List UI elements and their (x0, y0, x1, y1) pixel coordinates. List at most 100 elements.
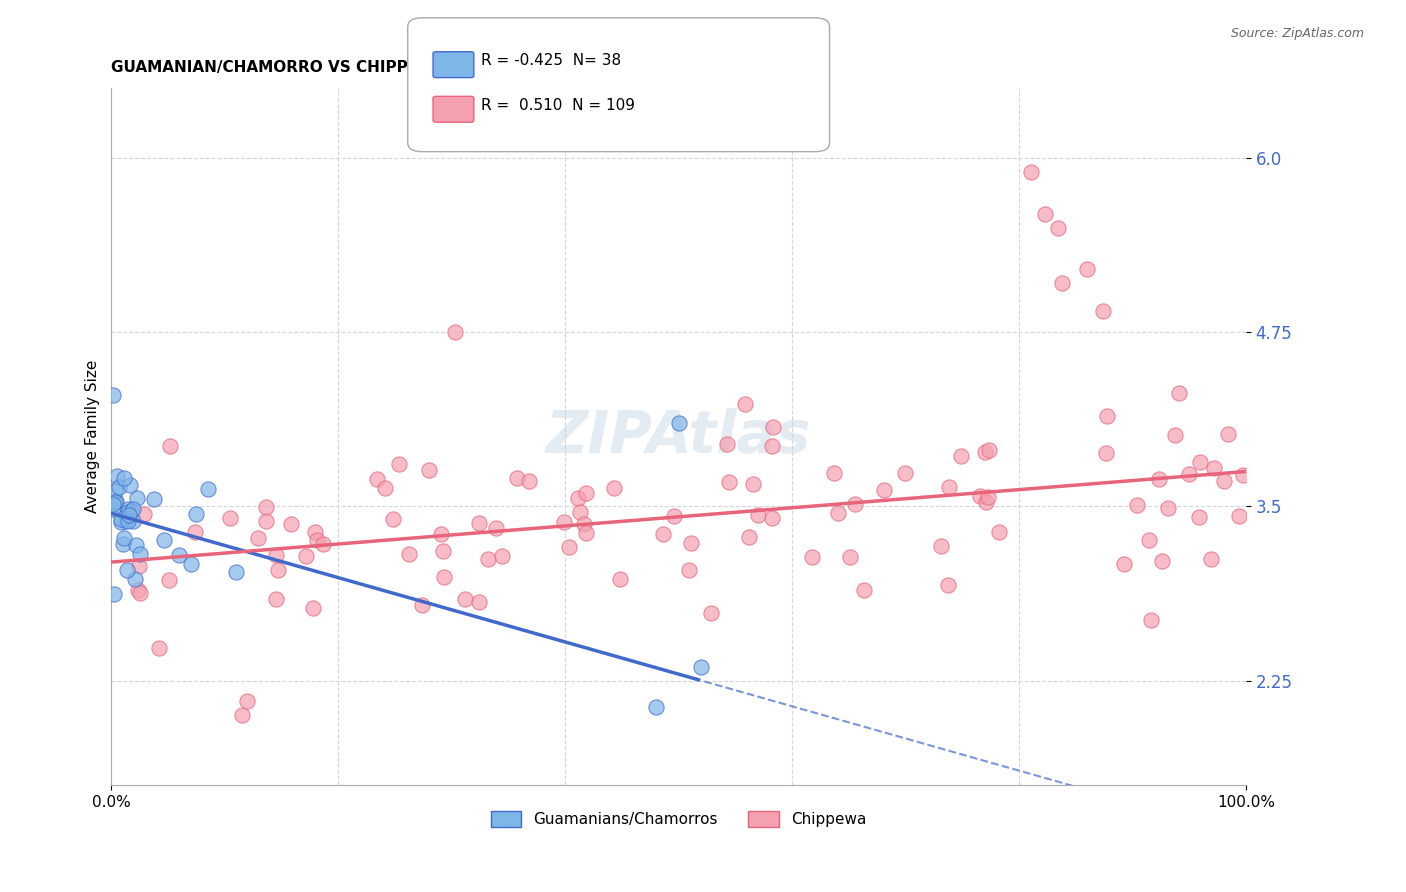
Point (127, 582, 149, 597)
Point (231, 708, 253, 723)
Point (468, 516, 491, 530)
Point (225, 565, 247, 579)
Point (1201, 552, 1223, 566)
Point (305, 533, 328, 548)
Point (312, 536, 335, 550)
Point (219, 511, 242, 525)
Point (567, 491, 589, 505)
Point (374, 481, 396, 495)
Point (388, 457, 411, 471)
Point (668, 416, 690, 430)
Point (491, 549, 513, 563)
Point (690, 660, 713, 674)
Point (264, 549, 287, 563)
Point (304, 524, 326, 539)
Point (1178, 467, 1201, 482)
Point (938, 480, 960, 494)
Point (1232, 467, 1254, 482)
Point (1163, 427, 1185, 442)
Point (101, 501, 124, 516)
Point (169, 548, 191, 562)
Point (117, 502, 139, 516)
Point (1126, 499, 1149, 513)
Point (117, 505, 139, 519)
Point (973, 444, 995, 458)
Point (294, 549, 316, 564)
Point (110, 512, 132, 526)
Point (128, 559, 150, 574)
Point (267, 563, 290, 577)
Point (186, 507, 208, 521)
Point (444, 325, 467, 339)
Point (254, 500, 277, 514)
Point (894, 466, 917, 480)
Point (280, 516, 302, 531)
Point (112, 537, 135, 551)
Point (302, 601, 325, 615)
Point (159, 439, 181, 453)
Point (411, 598, 433, 612)
Point (120, 478, 142, 492)
Point (468, 595, 491, 609)
Point (115, 563, 138, 577)
Point (122, 514, 145, 528)
Point (157, 574, 180, 588)
Point (969, 489, 991, 503)
Point (477, 552, 499, 566)
Point (553, 515, 575, 529)
Point (1092, 304, 1115, 318)
Point (609, 573, 631, 587)
Text: Source: ZipAtlas.com: Source: ZipAtlas.com (1230, 27, 1364, 40)
Point (517, 475, 540, 489)
Point (264, 591, 287, 606)
Point (1050, 277, 1073, 291)
Point (104, 493, 127, 508)
Point (827, 506, 849, 520)
Point (717, 475, 740, 489)
Point (101, 497, 124, 511)
Point (398, 547, 420, 561)
Point (1147, 472, 1170, 486)
Point (761, 439, 783, 453)
Point (949, 449, 972, 463)
Point (1095, 446, 1118, 460)
Point (1076, 262, 1098, 277)
Point (651, 527, 673, 541)
Text: ZIPAtlas: ZIPAtlas (546, 409, 811, 466)
Point (1095, 409, 1118, 423)
Point (129, 586, 152, 600)
Point (110, 515, 132, 529)
Point (1033, 207, 1056, 221)
Point (125, 491, 148, 506)
Point (574, 516, 596, 531)
Legend: Guamanians/Chamorros, Chippewa: Guamanians/Chamorros, Chippewa (485, 805, 873, 833)
Text: R =  0.510  N = 109: R = 0.510 N = 109 (481, 98, 636, 112)
Point (236, 694, 259, 708)
Point (117, 514, 139, 528)
Point (1188, 455, 1211, 469)
Point (112, 531, 135, 545)
Point (801, 550, 824, 565)
Point (114, 514, 136, 528)
Point (977, 490, 1000, 504)
Text: R = -0.425  N= 38: R = -0.425 N= 38 (481, 54, 621, 68)
Point (180, 557, 202, 571)
Point (974, 495, 997, 509)
Point (852, 583, 875, 598)
Point (101, 388, 124, 402)
Point (485, 521, 508, 535)
Point (700, 607, 723, 621)
Point (433, 570, 456, 584)
Point (603, 481, 626, 495)
Point (678, 563, 700, 577)
Point (418, 463, 440, 477)
Point (1112, 558, 1135, 572)
Point (569, 505, 592, 519)
Point (1047, 220, 1070, 235)
Y-axis label: Average Family Size: Average Family Size (86, 360, 100, 514)
Point (645, 699, 668, 714)
Point (1188, 509, 1211, 524)
Point (681, 535, 703, 549)
Point (103, 587, 125, 601)
Point (761, 511, 783, 525)
